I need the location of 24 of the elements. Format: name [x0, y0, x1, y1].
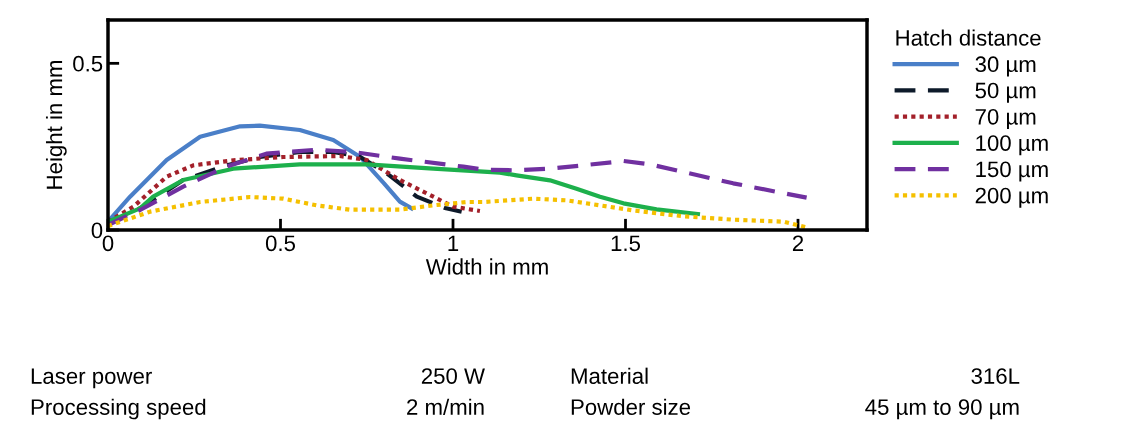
legend-label: 30 µm [975, 56, 1036, 77]
line-series [108, 162, 701, 224]
text: Laser power [31, 368, 152, 389]
y-axis-title: Height in mm [45, 61, 67, 189]
legend-label: 200 µm [975, 187, 1048, 208]
text: Material [571, 367, 648, 384]
line-series [108, 147, 809, 228]
legend-label: 70 µm [975, 108, 1036, 130]
legend-label: 100 µm [976, 135, 1048, 156]
text: 250 W [421, 368, 485, 384]
text: Processing speed [31, 398, 206, 420]
x-tick-label: 2 [792, 235, 804, 251]
text: 316L [971, 368, 1020, 384]
text: 2 m/min [407, 398, 484, 415]
x-tick-label: 1 [448, 235, 459, 251]
legend-title: Hatch distance [896, 29, 1041, 46]
x-tick-label: 0.5 [265, 235, 296, 252]
legend-label: 50 µm [975, 82, 1036, 103]
text: Powder size [571, 398, 691, 415]
x-axis-title: Width in mm [425, 258, 548, 275]
x-tick-label: 0 [102, 235, 114, 252]
text: 45 µm to 90 µm [865, 399, 1019, 420]
legend-label: 150 µm [976, 161, 1048, 182]
x-tick-label: 1.5 [611, 235, 641, 252]
